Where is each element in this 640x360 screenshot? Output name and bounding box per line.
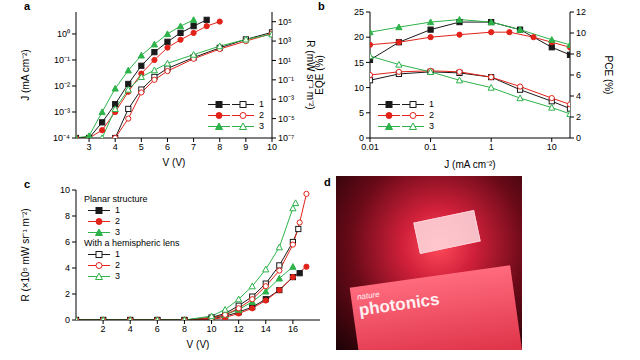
html-text:1: 1	[429, 99, 434, 109]
svg-text:0: 0	[65, 315, 70, 325]
html-text:c: c	[24, 178, 31, 190]
svg-text:5: 5	[359, 108, 364, 118]
html-text:1: 1	[115, 249, 120, 259]
svg-text:20: 20	[354, 32, 364, 42]
svg-text:2: 2	[576, 112, 581, 122]
svg-text:0.01: 0.01	[361, 142, 379, 152]
svg-text:10⁻⁵: 10⁻⁵	[278, 114, 295, 124]
html-text:V (V): V (V)	[162, 157, 186, 168]
html-text:EQE (%): EQE (%)	[314, 55, 325, 95]
svg-text:10⁻²: 10⁻²	[54, 81, 70, 91]
html-text:Planar structure: Planar structure	[84, 194, 148, 204]
svg-text:8: 8	[576, 49, 581, 59]
html-text:R (mW sr⁻¹ m⁻²): R (mW sr⁻¹ m⁻²)	[305, 40, 316, 110]
svg-text:10: 10	[267, 142, 277, 152]
svg-text:6: 6	[165, 142, 170, 152]
svg-text:8: 8	[65, 211, 70, 221]
svg-text:8: 8	[182, 324, 187, 334]
svg-text:10: 10	[576, 28, 586, 38]
svg-text:10⁵: 10⁵	[278, 17, 292, 27]
svg-text:9: 9	[243, 142, 248, 152]
html-text:V (V): V (V)	[186, 339, 210, 350]
svg-text:10¹: 10¹	[278, 56, 291, 66]
svg-text:2: 2	[101, 324, 106, 334]
html-text:b: b	[318, 0, 325, 12]
svg-text:12: 12	[234, 324, 244, 334]
svg-text:6: 6	[65, 237, 70, 247]
svg-text:7: 7	[191, 142, 196, 152]
svg-text:10: 10	[354, 83, 364, 93]
svg-text:16: 16	[288, 324, 298, 334]
svg-text:5: 5	[139, 142, 144, 152]
html-text:With a hemispheric lens: With a hemispheric lens	[84, 238, 180, 248]
html-text:1: 1	[259, 99, 264, 109]
svg-text:4: 4	[128, 324, 133, 334]
svg-text:15: 15	[354, 58, 364, 68]
svg-text:10⁻³: 10⁻³	[278, 94, 294, 104]
svg-text:0: 0	[359, 133, 364, 143]
html-text:d: d	[324, 176, 331, 188]
svg-text:4: 4	[113, 142, 118, 152]
html-text:3: 3	[429, 121, 434, 131]
svg-text:10⁻⁷: 10⁻⁷	[278, 133, 294, 143]
svg-text:14: 14	[261, 324, 271, 334]
html-text:2: 2	[259, 110, 264, 120]
svg-text:1: 1	[489, 142, 494, 152]
html-text:PCE (%): PCE (%)	[603, 55, 614, 95]
svg-text:10⁻¹: 10⁻¹	[54, 55, 70, 65]
svg-text:10⁻⁴: 10⁻⁴	[53, 133, 70, 143]
html-text:3: 3	[115, 227, 120, 237]
svg-text:10: 10	[547, 142, 557, 152]
svg-text:25: 25	[354, 7, 364, 17]
html-text:a: a	[24, 0, 31, 12]
svg-text:0: 0	[576, 133, 581, 143]
svg-text:2: 2	[65, 289, 70, 299]
svg-text:3: 3	[87, 142, 92, 152]
svg-text:6: 6	[576, 70, 581, 80]
html-text:3: 3	[259, 121, 264, 131]
svg-text:12: 12	[576, 7, 586, 17]
html-text:J (mA cm⁻²): J (mA cm⁻²)	[444, 159, 496, 170]
html-text:2: 2	[115, 216, 120, 226]
svg-text:0.1: 0.1	[424, 142, 437, 152]
svg-text:4: 4	[65, 263, 70, 273]
html-text:3: 3	[115, 271, 120, 281]
svg-text:8: 8	[217, 142, 222, 152]
html-text:1: 1	[115, 205, 120, 215]
html-text:J (mA cm⁻²): J (mA cm⁻²)	[20, 49, 31, 101]
svg-text:10³: 10³	[278, 36, 291, 46]
svg-text:10: 10	[207, 324, 217, 334]
html-text:R (×10⁵ mW sr⁻¹ m⁻²): R (×10⁵ mW sr⁻¹ m⁻²)	[20, 208, 31, 302]
html-text:2: 2	[429, 110, 434, 120]
svg-text:10⁰: 10⁰	[57, 29, 70, 39]
svg-text:10: 10	[60, 185, 70, 195]
svg-text:10⁻¹: 10⁻¹	[278, 75, 294, 85]
html-text:2: 2	[115, 260, 120, 270]
svg-text:6: 6	[155, 324, 160, 334]
svg-text:10⁻³: 10⁻³	[54, 107, 70, 117]
html-text:photonics: photonics	[357, 289, 441, 320]
svg-text:4: 4	[576, 91, 581, 101]
html-text:nature: nature	[356, 289, 381, 302]
